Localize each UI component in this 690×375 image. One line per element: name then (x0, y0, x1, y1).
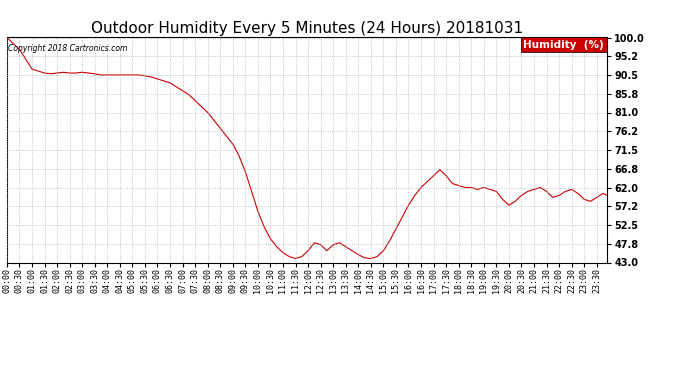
Text: Humidity  (%): Humidity (%) (524, 40, 604, 50)
Title: Outdoor Humidity Every 5 Minutes (24 Hours) 20181031: Outdoor Humidity Every 5 Minutes (24 Hou… (91, 21, 523, 36)
Text: Copyright 2018 Cartronics.com: Copyright 2018 Cartronics.com (8, 44, 128, 53)
